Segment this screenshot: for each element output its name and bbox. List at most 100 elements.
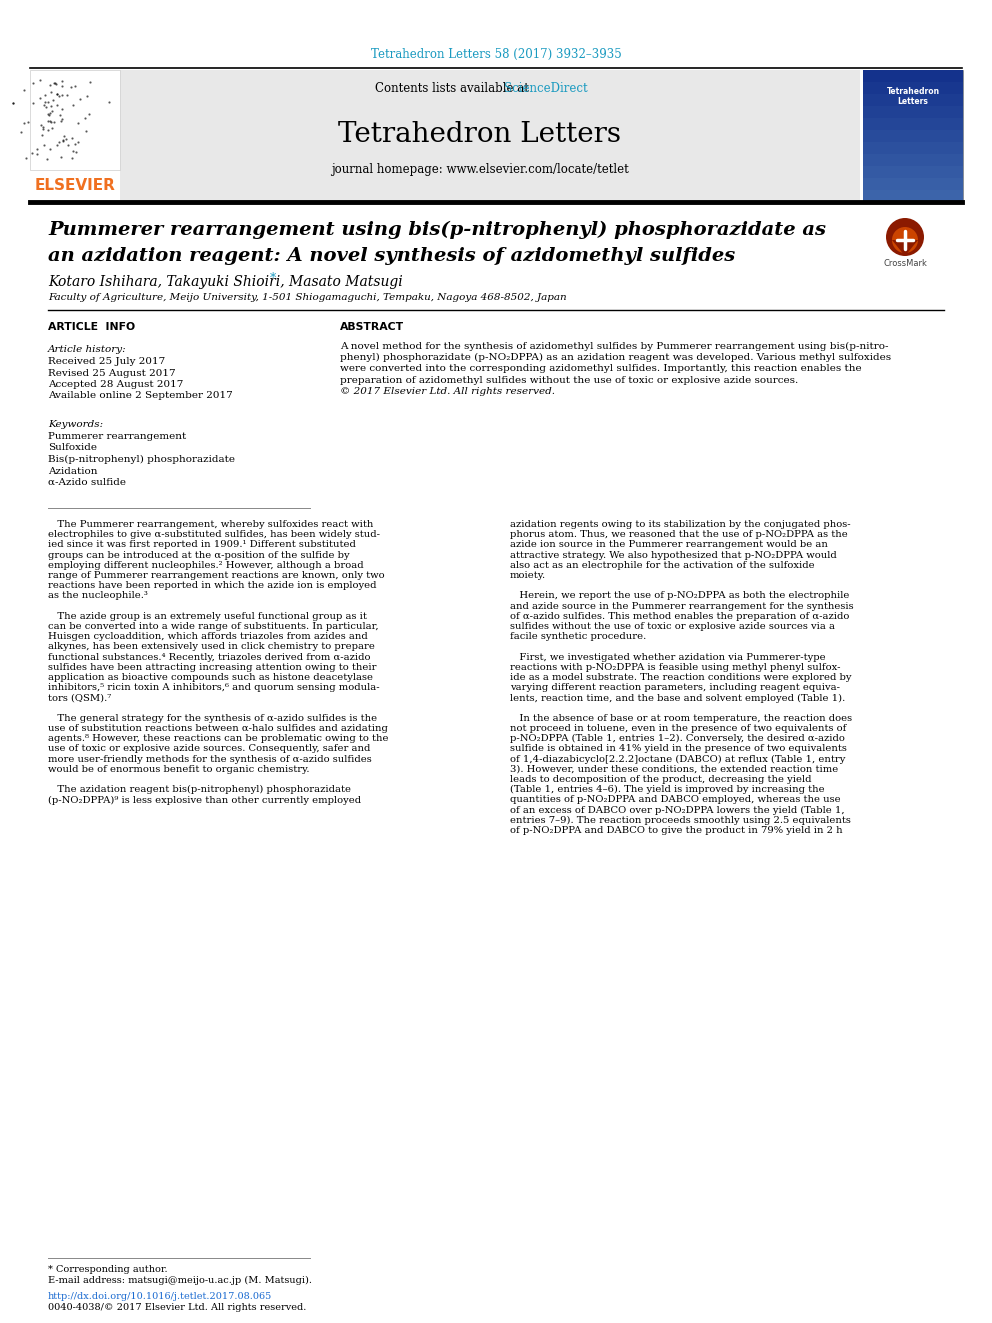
Text: Keywords:: Keywords:	[48, 419, 103, 429]
Text: varying different reaction parameters, including reagent equiva-: varying different reaction parameters, i…	[510, 683, 840, 692]
Text: 3). However, under these conditions, the extended reaction time: 3). However, under these conditions, the…	[510, 765, 838, 774]
Text: CrossMark: CrossMark	[883, 259, 927, 269]
Text: First, we investigated whether azidation via Pummerer-type: First, we investigated whether azidation…	[510, 652, 825, 662]
Text: ied since it was first reported in 1909.¹ Different substituted: ied since it was first reported in 1909.…	[48, 540, 356, 549]
Text: The general strategy for the synthesis of α-azido sulfides is the: The general strategy for the synthesis o…	[48, 714, 377, 722]
Text: of 1,4-diazabicyclo[2.2.2]octane (DABCO) at reflux (Table 1, entry: of 1,4-diazabicyclo[2.2.2]octane (DABCO)…	[510, 754, 845, 763]
Text: an azidation reagent: A novel synthesis of azidomethyl sulfides: an azidation reagent: A novel synthesis …	[48, 247, 735, 265]
Bar	[863, 94, 963, 106]
Text: sulfide is obtained in 41% yield in the presence of two equivalents: sulfide is obtained in 41% yield in the …	[510, 745, 847, 753]
Text: Sulfoxide: Sulfoxide	[48, 443, 97, 452]
Text: phorus atom. Thus, we reasoned that the use of p-NO₂DPPA as the: phorus atom. Thus, we reasoned that the …	[510, 531, 848, 540]
Text: Pummerer rearrangement: Pummerer rearrangement	[48, 433, 186, 441]
Text: of an excess of DABCO over p-NO₂DPPA lowers the yield (Table 1,: of an excess of DABCO over p-NO₂DPPA low…	[510, 806, 844, 815]
Bar	[863, 70, 963, 82]
Text: Revised 25 August 2017: Revised 25 August 2017	[48, 369, 176, 377]
Text: http://dx.doi.org/10.1016/j.tetlet.2017.08.065: http://dx.doi.org/10.1016/j.tetlet.2017.…	[48, 1293, 272, 1301]
Text: also act as an electrophile for the activation of the sulfoxide: also act as an electrophile for the acti…	[510, 561, 814, 570]
Bar	[863, 165, 963, 179]
Text: functional substances.⁴ Recently, triazoles derived from α-azido: functional substances.⁴ Recently, triazo…	[48, 652, 370, 662]
Text: phenyl) phosphorazidate (p-NO₂DPPA) as an azidation reagent was developed. Vario: phenyl) phosphorazidate (p-NO₂DPPA) as a…	[340, 353, 891, 363]
Text: not proceed in toluene, even in the presence of two equivalents of: not proceed in toluene, even in the pres…	[510, 724, 846, 733]
Text: alkynes, has been extensively used in click chemistry to prepare: alkynes, has been extensively used in cl…	[48, 643, 375, 651]
Text: attractive strategy. We also hypothesized that p-NO₂DPPA would: attractive strategy. We also hypothesize…	[510, 550, 836, 560]
Text: preparation of azidomethyl sulfides without the use of toxic or explosive azide : preparation of azidomethyl sulfides with…	[340, 376, 799, 385]
Text: use of toxic or explosive azide sources. Consequently, safer and: use of toxic or explosive azide sources.…	[48, 745, 370, 753]
Text: © 2017 Elsevier Ltd. All rights reserved.: © 2017 Elsevier Ltd. All rights reserved…	[340, 386, 555, 396]
Text: (Table 1, entries 4–6). The yield is improved by increasing the: (Table 1, entries 4–6). The yield is imp…	[510, 785, 824, 794]
Bar	[863, 106, 963, 118]
Text: electrophiles to give α-substituted sulfides, has been widely stud-: electrophiles to give α-substituted sulf…	[48, 531, 380, 540]
Text: range of Pummerer rearrangement reactions are known, only two: range of Pummerer rearrangement reaction…	[48, 572, 385, 579]
Bar	[30, 70, 120, 169]
Text: lents, reaction time, and the base and solvent employed (Table 1).: lents, reaction time, and the base and s…	[510, 693, 845, 703]
Text: tors (QSM).⁷: tors (QSM).⁷	[48, 693, 111, 703]
Bar	[863, 153, 963, 165]
Text: quantities of p-NO₂DPPA and DABCO employed, whereas the use: quantities of p-NO₂DPPA and DABCO employ…	[510, 795, 840, 804]
Text: groups can be introduced at the α-position of the sulfide by: groups can be introduced at the α-positi…	[48, 550, 349, 560]
Text: inhibitors,⁵ ricin toxin A inhibitors,⁶ and quorum sensing modula-: inhibitors,⁵ ricin toxin A inhibitors,⁶ …	[48, 683, 380, 692]
Text: *: *	[270, 273, 276, 286]
Text: ELSEVIER: ELSEVIER	[35, 177, 115, 193]
Text: facile synthetic procedure.: facile synthetic procedure.	[510, 632, 646, 642]
Text: ScienceDirect: ScienceDirect	[504, 82, 587, 94]
Text: Bis(p-nitrophenyl) phosphorazidate: Bis(p-nitrophenyl) phosphorazidate	[48, 455, 235, 464]
Text: sulfides without the use of toxic or explosive azide sources via a: sulfides without the use of toxic or exp…	[510, 622, 835, 631]
Text: * Corresponding author.: * Corresponding author.	[48, 1265, 168, 1274]
Text: Tetrahedron: Tetrahedron	[887, 87, 939, 97]
Text: α-Azido sulfide: α-Azido sulfide	[48, 478, 126, 487]
Bar	[863, 179, 963, 191]
Text: azide ion source in the Pummerer rearrangement would be an: azide ion source in the Pummerer rearran…	[510, 540, 828, 549]
Text: Faculty of Agriculture, Meijo University, 1-501 Shiogamaguchi, Tempaku, Nagoya 4: Faculty of Agriculture, Meijo University…	[48, 294, 566, 303]
Text: Tetrahedron Letters: Tetrahedron Letters	[338, 122, 622, 148]
Bar	[863, 70, 963, 202]
Text: application as bioactive compounds such as histone deacetylase: application as bioactive compounds such …	[48, 673, 373, 681]
Text: In the absence of base or at room temperature, the reaction does: In the absence of base or at room temper…	[510, 714, 852, 722]
Bar	[863, 191, 963, 202]
Text: use of substitution reactions between α-halo sulfides and azidating: use of substitution reactions between α-…	[48, 724, 388, 733]
Text: employing different nucleophiles.² However, although a broad: employing different nucleophiles.² Howev…	[48, 561, 364, 570]
Text: more user-friendly methods for the synthesis of α-azido sulfides: more user-friendly methods for the synth…	[48, 754, 372, 763]
Text: reactions have been reported in which the azide ion is employed: reactions have been reported in which th…	[48, 581, 377, 590]
Text: Huisgen cycloaddition, which affords triazoles from azides and: Huisgen cycloaddition, which affords tri…	[48, 632, 368, 642]
Text: Azidation: Azidation	[48, 467, 97, 475]
Text: ARTICLE  INFO: ARTICLE INFO	[48, 321, 135, 332]
Bar	[863, 130, 963, 142]
Text: of p-NO₂DPPA and DABCO to give the product in 79% yield in 2 h: of p-NO₂DPPA and DABCO to give the produ…	[510, 826, 842, 835]
Text: Article history:: Article history:	[48, 345, 127, 355]
Text: Letters: Letters	[898, 98, 929, 106]
Text: entries 7–9). The reaction proceeds smoothly using 2.5 equivalents: entries 7–9). The reaction proceeds smoo…	[510, 816, 851, 826]
Text: The azidation reagent bis(p-nitrophenyl) phosphorazidate: The azidation reagent bis(p-nitrophenyl)…	[48, 785, 351, 794]
Text: of α-azido sulfides. This method enables the preparation of α-azido: of α-azido sulfides. This method enables…	[510, 611, 849, 620]
Text: moiety.: moiety.	[510, 572, 547, 579]
Bar	[863, 118, 963, 130]
Text: and azide source in the Pummerer rearrangement for the synthesis: and azide source in the Pummerer rearran…	[510, 602, 854, 611]
Text: A novel method for the synthesis of azidomethyl sulfides by Pummerer rearrangeme: A novel method for the synthesis of azid…	[340, 343, 889, 351]
Text: azidation regents owing to its stabilization by the conjugated phos-: azidation regents owing to its stabiliza…	[510, 520, 850, 529]
Text: Accepted 28 August 2017: Accepted 28 August 2017	[48, 380, 184, 389]
Text: sulfides have been attracting increasing attention owing to their: sulfides have been attracting increasing…	[48, 663, 377, 672]
Text: Pummerer rearrangement using bis(p-nitrophenyl) phosphorazidate as: Pummerer rearrangement using bis(p-nitro…	[48, 221, 826, 239]
Text: Tetrahedron Letters 58 (2017) 3932–3935: Tetrahedron Letters 58 (2017) 3932–3935	[371, 48, 621, 61]
Circle shape	[886, 218, 924, 255]
Text: (p-NO₂DPPA)⁹ is less explosive than other currently employed: (p-NO₂DPPA)⁹ is less explosive than othe…	[48, 795, 361, 804]
Text: The Pummerer rearrangement, whereby sulfoxides react with: The Pummerer rearrangement, whereby sulf…	[48, 520, 373, 529]
Text: as the nucleophile.³: as the nucleophile.³	[48, 591, 148, 601]
Text: journal homepage: www.elsevier.com/locate/tetlet: journal homepage: www.elsevier.com/locat…	[331, 164, 629, 176]
Circle shape	[892, 228, 918, 253]
Bar	[863, 82, 963, 94]
Bar	[863, 142, 963, 153]
Text: 0040-4038/© 2017 Elsevier Ltd. All rights reserved.: 0040-4038/© 2017 Elsevier Ltd. All right…	[48, 1303, 307, 1312]
Polygon shape	[892, 239, 918, 255]
Text: Herein, we report the use of p-NO₂DPPA as both the electrophile: Herein, we report the use of p-NO₂DPPA a…	[510, 591, 849, 601]
Text: agents.⁸ However, these reactions can be problematic owing to the: agents.⁸ However, these reactions can be…	[48, 734, 389, 744]
Text: leads to decomposition of the product, decreasing the yield: leads to decomposition of the product, d…	[510, 775, 811, 785]
Text: would be of enormous benefit to organic chemistry.: would be of enormous benefit to organic …	[48, 765, 310, 774]
Text: can be converted into a wide range of substituents. In particular,: can be converted into a wide range of su…	[48, 622, 379, 631]
Text: Received 25 July 2017: Received 25 July 2017	[48, 357, 166, 366]
Text: E-mail address: matsugi@meijo-u.ac.jp (M. Matsugi).: E-mail address: matsugi@meijo-u.ac.jp (M…	[48, 1275, 312, 1285]
Text: reactions with p-NO₂DPPA is feasible using methyl phenyl sulfox-: reactions with p-NO₂DPPA is feasible usi…	[510, 663, 840, 672]
Text: The azide group is an extremely useful functional group as it: The azide group is an extremely useful f…	[48, 611, 367, 620]
Text: ABSTRACT: ABSTRACT	[340, 321, 404, 332]
Text: p-NO₂DPPA (Table 1, entries 1–2). Conversely, the desired α-azido: p-NO₂DPPA (Table 1, entries 1–2). Conver…	[510, 734, 845, 744]
